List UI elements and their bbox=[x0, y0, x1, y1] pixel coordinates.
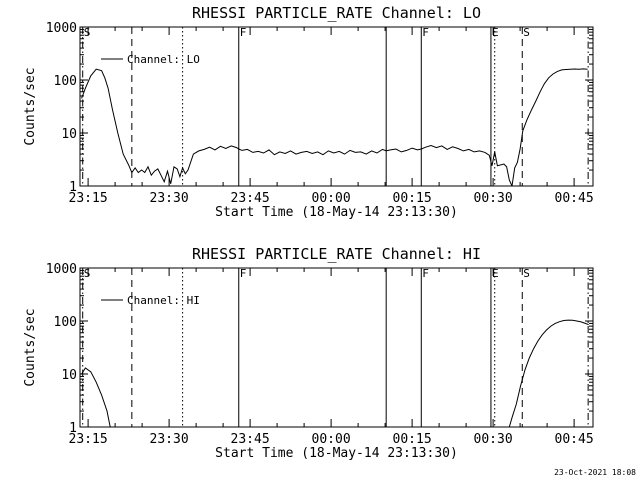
y-tick-label: 10 bbox=[61, 127, 77, 142]
event-marker-label: F bbox=[422, 26, 429, 39]
event-marker-label: S bbox=[523, 26, 530, 39]
chart-title: RHESSI PARTICLE_RATE Channel: LO bbox=[192, 4, 481, 22]
x-tick-label: 00:15 bbox=[393, 191, 432, 206]
x-axis-label: Start Time (18-May-14 23:13:30) bbox=[215, 446, 458, 461]
y-tick-label: 1000 bbox=[46, 262, 77, 277]
y-tick-label: 1 bbox=[69, 421, 77, 436]
series-line bbox=[81, 68, 588, 186]
y-tick-label: 100 bbox=[54, 315, 77, 330]
x-tick-label: 23:30 bbox=[150, 191, 189, 206]
event-marker-label: F bbox=[422, 267, 429, 280]
y-tick-label: 1 bbox=[69, 180, 77, 195]
legend-label: Channel: HI bbox=[127, 294, 200, 307]
x-axis-label: Start Time (18-May-14 23:13:30) bbox=[215, 205, 458, 220]
x-tick-label: 23:45 bbox=[231, 191, 270, 206]
x-tick-label: 00:30 bbox=[474, 432, 513, 447]
event-marker-label: S bbox=[84, 26, 91, 39]
event-marker-label: E bbox=[492, 26, 499, 39]
event-marker-label: F bbox=[240, 267, 247, 280]
x-tick-label: 00:45 bbox=[555, 432, 594, 447]
legend-label: Channel: LO bbox=[127, 53, 200, 66]
x-tick-label: 00:45 bbox=[555, 191, 594, 206]
chart-panel-2: RHESSI PARTICLE_RATE Channel: HI S F F E S 23:… bbox=[23, 245, 594, 461]
x-tick-label: 00:00 bbox=[312, 191, 351, 206]
event-marker-label: F bbox=[240, 26, 247, 39]
x-tick-label: 23:45 bbox=[231, 432, 270, 447]
event-marker-label: S bbox=[523, 267, 530, 280]
x-tick-label: 00:00 bbox=[312, 432, 351, 447]
footer-timestamp: 23-Oct-2021 18:08 bbox=[554, 468, 636, 477]
y-axis-label: Counts/sec bbox=[23, 308, 38, 386]
x-tick-label: 00:15 bbox=[393, 432, 432, 447]
x-tick-label: 23:30 bbox=[150, 432, 189, 447]
event-marker-label: S bbox=[84, 267, 91, 280]
chart-title: RHESSI PARTICLE_RATE Channel: HI bbox=[192, 245, 481, 263]
y-tick-label: 10 bbox=[61, 368, 77, 383]
event-marker-label: E bbox=[492, 267, 499, 280]
y-tick-label: 1000 bbox=[46, 21, 77, 36]
x-tick-label: 00:30 bbox=[474, 191, 513, 206]
x-tick-label: 23:15 bbox=[69, 432, 108, 447]
y-axis-label: Counts/sec bbox=[23, 67, 38, 145]
plot-frame bbox=[79, 26, 594, 187]
x-tick-label: 23:15 bbox=[69, 191, 108, 206]
chart-panel-1: RHESSI PARTICLE_RATE Channel: LO S F F E S 23:… bbox=[23, 4, 594, 220]
series-line bbox=[81, 319, 589, 427]
y-tick-label: 100 bbox=[54, 74, 77, 89]
